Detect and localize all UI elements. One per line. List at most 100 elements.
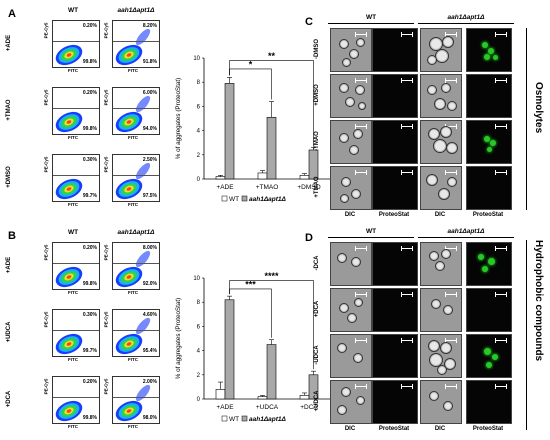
- yeast-cell: [339, 303, 349, 313]
- yeast-cell: [443, 305, 453, 315]
- axis-pecy5: PE-Cy5: [43, 311, 49, 328]
- proteostat-image: [466, 166, 512, 210]
- flow-row-label: +UDCA: [6, 321, 12, 343]
- flow-density-plot: [115, 317, 151, 355]
- fluorescent-aggregate: [492, 54, 498, 60]
- yeast-cell: [431, 299, 441, 309]
- pct-top: 0.20%: [82, 23, 97, 29]
- dic-image: [330, 166, 372, 210]
- yeast-cell: [429, 391, 439, 401]
- scale-bar: [401, 170, 413, 175]
- flow-a-header-wt: WT: [67, 7, 79, 14]
- micro-row-label: +UDCA: [314, 390, 320, 412]
- micro-col-label: DIC: [434, 426, 446, 432]
- flow-density-plot: [55, 44, 83, 66]
- pct-top: 8.00%: [142, 245, 157, 251]
- scale-bar: [355, 292, 367, 297]
- axis-pecy5: PE-Cy5: [43, 22, 49, 39]
- yeast-cell: [345, 97, 355, 107]
- dic-image: [330, 288, 372, 332]
- dic-image: [420, 380, 462, 424]
- axis-fitc: FITC: [68, 135, 78, 140]
- axis-fitc: FITC: [68, 202, 78, 207]
- flow-row-label: +DCA: [6, 390, 12, 408]
- scale-bar: [445, 338, 457, 343]
- yeast-cell: [353, 297, 363, 307]
- flow-plot-wt: 0.20% 99.8%: [52, 376, 100, 424]
- proteostat-image: [372, 74, 418, 118]
- gate-line: [113, 175, 159, 176]
- pct-top: 2.00%: [142, 379, 157, 385]
- osmolytes-label: Osmolytes: [533, 82, 544, 134]
- flow-b-header-wt: WT: [67, 229, 79, 236]
- axis-fitc: FITC: [128, 357, 138, 362]
- proteostat-image: [372, 334, 418, 378]
- flow-plot-mut: 4.60% 95.4%: [112, 309, 160, 357]
- scale-bar: [495, 338, 507, 343]
- yeast-cell: [446, 142, 458, 154]
- gate-line: [113, 397, 159, 398]
- bar-wt: [257, 396, 268, 400]
- yeast-cell: [435, 261, 445, 271]
- axis-pecy5: PE-Cy5: [43, 156, 49, 173]
- yeast-cell: [351, 257, 361, 267]
- dic-image: [420, 288, 462, 332]
- axis-pecy5: PE-Cy5: [43, 244, 49, 261]
- pct-top: 0.20%: [82, 90, 97, 96]
- yeast-cell: [429, 251, 439, 261]
- fluorescent-aggregate: [492, 354, 498, 360]
- yeast-cell: [438, 188, 450, 200]
- hydrophobic-label: Hydrophobic compounds: [533, 240, 544, 362]
- bar-chart-a: 0 2 4 6 8 10 % of aggregates (ProteoStat) +ADE +…: [175, 51, 330, 203]
- flow-density-plot: [115, 384, 151, 422]
- scale-bar: [495, 124, 507, 129]
- micro-col-label: ProteoStat: [472, 212, 504, 218]
- flow-plot-wt: 0.30% 99.7%: [52, 309, 100, 357]
- scale-bar: [495, 32, 507, 37]
- gate-line: [113, 41, 159, 42]
- flow-density-plot: [55, 333, 83, 355]
- flow-plot-mut: 6.00% 94.0%: [112, 87, 160, 135]
- yeast-cell: [435, 49, 449, 63]
- scale-bar: [401, 246, 413, 251]
- proteostat-image: [372, 166, 418, 210]
- yeast-cell: [337, 253, 347, 263]
- dic-image: [420, 334, 462, 378]
- dic-image: [330, 242, 372, 286]
- yeast-cell: [339, 83, 349, 93]
- scale-bar: [355, 170, 367, 175]
- axis-fitc: FITC: [128, 202, 138, 207]
- yeast-cell: [339, 133, 349, 143]
- flow-density-plot: [55, 178, 83, 200]
- yeast-cell: [428, 340, 440, 352]
- pct-bottom: 92.0%: [142, 281, 157, 287]
- flow-row-label: +TMAO: [6, 99, 12, 121]
- legend-swatch: [221, 195, 228, 202]
- y-tick-label: 0: [197, 397, 201, 403]
- scale-bar: [445, 170, 457, 175]
- yeast-cell: [337, 405, 347, 415]
- yeast-cell: [443, 401, 453, 411]
- scale-bar: [355, 32, 367, 37]
- scale-bar: [445, 384, 457, 389]
- axis-fitc: FITC: [128, 68, 138, 73]
- micro-row-label: +DMSO: [314, 84, 320, 106]
- yeast-cell: [353, 353, 363, 363]
- panel-letter-b: B: [8, 230, 16, 242]
- bar-wt: [299, 175, 310, 180]
- y-tick-label: 6: [197, 324, 201, 330]
- pct-top: 0.20%: [82, 245, 97, 251]
- scale-bar: [355, 124, 367, 129]
- scale-bar: [401, 384, 413, 389]
- y-tick-label: 2: [197, 373, 201, 379]
- gate-line: [113, 330, 159, 331]
- x-tick-label: +DCA: [300, 404, 318, 411]
- scale-bar: [355, 384, 367, 389]
- dic-image: [420, 120, 462, 164]
- pct-top: 0.30%: [82, 157, 97, 163]
- significance-label: ****: [264, 271, 279, 281]
- yeast-cell: [447, 177, 457, 187]
- bar-mutant: [224, 83, 235, 180]
- bar-wt: [215, 176, 226, 180]
- y-tick-label: 8: [197, 80, 201, 86]
